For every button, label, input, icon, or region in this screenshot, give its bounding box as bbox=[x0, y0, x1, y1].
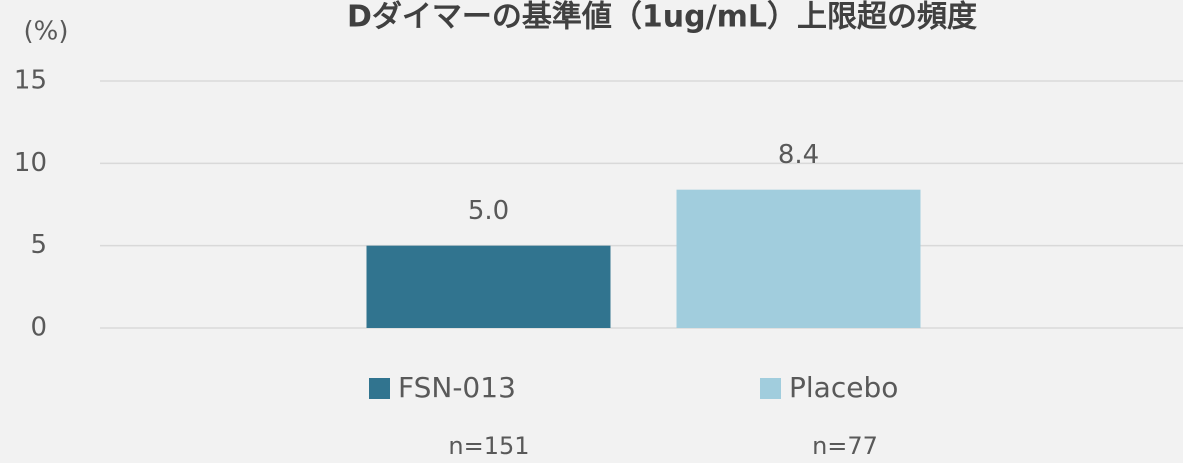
legend-swatch bbox=[369, 378, 390, 399]
annotation: n=77 bbox=[812, 432, 878, 460]
legend-label: FSN-013 bbox=[398, 371, 516, 404]
legend-swatch bbox=[760, 378, 781, 399]
annotation: n=151 bbox=[448, 432, 529, 460]
y-axis-label: (%) bbox=[24, 17, 69, 47]
y-tick-label: 5 bbox=[30, 230, 47, 260]
y-tick-label: 0 bbox=[30, 313, 47, 343]
chart-title: Dダイマーの基準値（1ug/mL）上限超の頻度 bbox=[347, 0, 977, 35]
legend-label: Placebo bbox=[789, 371, 898, 404]
value-label: 5.0 bbox=[468, 196, 509, 226]
value-label: 8.4 bbox=[778, 140, 819, 170]
y-tick-label: 10 bbox=[14, 148, 47, 178]
y-tick-label: 15 bbox=[14, 66, 47, 96]
bar bbox=[366, 245, 611, 328]
bar bbox=[676, 189, 921, 328]
